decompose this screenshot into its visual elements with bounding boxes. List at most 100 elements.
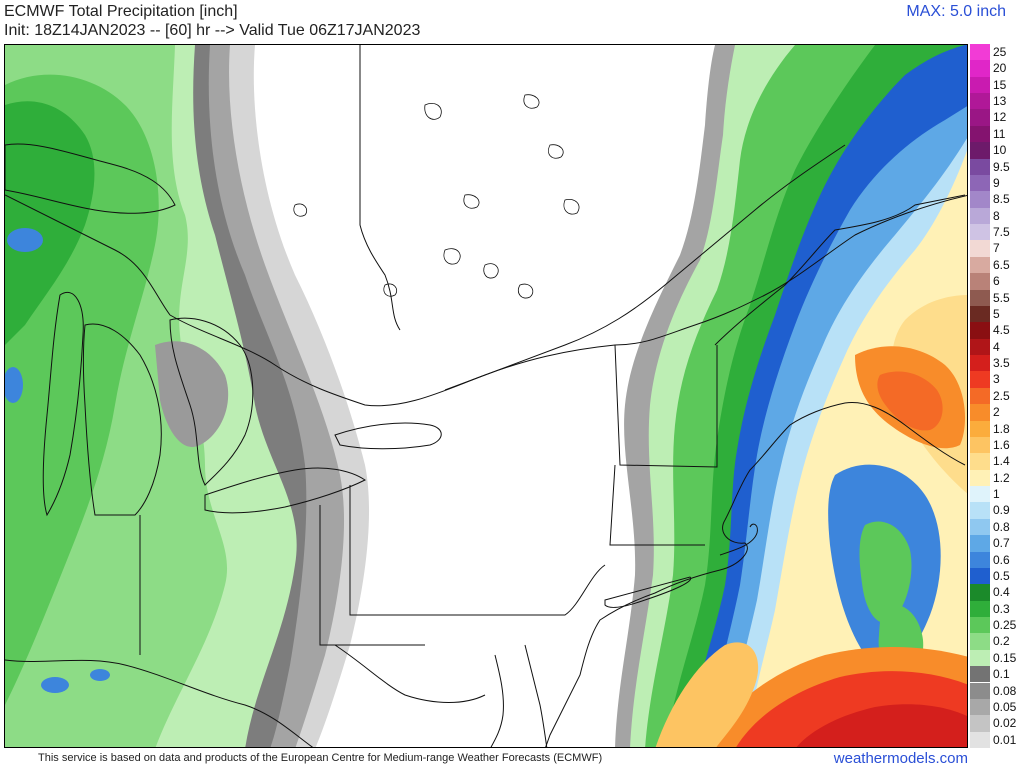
- colorbar-level: 3: [970, 371, 1024, 388]
- colorbar-label: 0.4: [993, 585, 1010, 600]
- colorbar-swatch: [970, 649, 990, 667]
- colorbar-level: 2: [970, 404, 1024, 421]
- colorbar-swatch: [970, 486, 990, 503]
- colorbar-level: 0.01: [970, 731, 1024, 748]
- colorbar-level: 11: [970, 125, 1024, 143]
- colorbar-label: 6.5: [993, 257, 1010, 272]
- colorbar-level: 5.5: [970, 289, 1024, 306]
- colorbar-level: 9.5: [970, 158, 1024, 175]
- colorbar-swatch: [970, 535, 990, 552]
- precip-area-west-dark-green: [5, 101, 95, 345]
- border-kentucky: [5, 659, 314, 747]
- colorbar-swatch: [970, 322, 990, 339]
- colorbar-level: 4: [970, 338, 1024, 356]
- precip-area-south-dark-red: [796, 704, 967, 747]
- colorbar-label: 0.9: [993, 503, 1010, 518]
- colorbar-swatch: [970, 44, 990, 61]
- colorbar-label: 4.5: [993, 323, 1010, 338]
- colorbar-swatch: [970, 682, 990, 699]
- border-maine: [714, 194, 966, 346]
- colorbar-label: 12: [993, 110, 1007, 125]
- colorbar-level: 0.6: [970, 551, 1024, 568]
- colorbar-level: 6: [970, 273, 1024, 290]
- coast-lake-erie: [204, 467, 366, 514]
- colorbar-swatch: [970, 518, 990, 536]
- coast-long-island: [604, 576, 692, 608]
- colorbar-swatch: [970, 567, 990, 585]
- colorbar-swatch: [970, 666, 990, 683]
- colorbar-swatch: [970, 109, 990, 126]
- colorbar-swatch: [970, 224, 990, 241]
- colorbar-swatch: [970, 289, 990, 306]
- colorbar-label: 9: [993, 175, 1000, 190]
- colorbar-swatch: [970, 93, 990, 110]
- colorbar-swatch: [970, 207, 990, 225]
- precip-spot-blue-4: [90, 669, 110, 681]
- colorbar-swatch: [970, 142, 990, 159]
- precip-band-offshore-green: [859, 521, 912, 623]
- colorbar-label: 6: [993, 274, 1000, 289]
- colorbar-level: 1.8: [970, 420, 1024, 437]
- colorbar-label: 0.6: [993, 552, 1010, 567]
- colorbar-level: 0.25: [970, 617, 1024, 634]
- colorbar-level: 7: [970, 240, 1024, 257]
- border-ma-ny: [609, 464, 705, 546]
- colorbar-label: 13: [993, 94, 1007, 109]
- colorbar-label: 9.5: [993, 159, 1010, 174]
- colorbar-label: 0.01: [993, 732, 1017, 747]
- colorbar-label: 1.2: [993, 470, 1010, 485]
- border-quebec-ontario: [359, 45, 401, 331]
- colorbar-swatch: [970, 420, 990, 437]
- colorbar-swatch: [970, 387, 990, 405]
- colorbar-swatch: [970, 355, 990, 372]
- colorbar-level: 8.5: [970, 191, 1024, 208]
- colorbar-level: 6.5: [970, 256, 1024, 274]
- colorbar-level: 0.2: [970, 633, 1024, 650]
- colorbar-swatch: [970, 633, 990, 650]
- precip-area-southwest-orange: [655, 642, 759, 747]
- colorbar-swatch: [970, 584, 990, 601]
- colorbar-level: 2.5: [970, 387, 1024, 405]
- precip-spot-blue-3: [41, 677, 69, 693]
- coast-cape-cod: [719, 523, 758, 556]
- coast-lake-ontario: [334, 422, 442, 450]
- brand-link[interactable]: weathermodels.com: [833, 750, 968, 767]
- coast-lake-michigan: [42, 292, 84, 517]
- colorbar-swatch: [970, 698, 990, 716]
- colorbar-label: 0.3: [993, 601, 1010, 616]
- colorbar-level: 0.1: [970, 666, 1024, 683]
- colorbar-label: 8.5: [993, 192, 1010, 207]
- border-nh-vt: [614, 344, 718, 468]
- colorbar-swatch: [970, 502, 990, 519]
- colorbar-label: 15: [993, 77, 1007, 92]
- coast-lake-huron: [169, 317, 254, 486]
- colorbar-level: 0.15: [970, 649, 1024, 667]
- coast-michigan-peninsula: [83, 323, 162, 516]
- colorbar-label: 2.5: [993, 388, 1010, 403]
- colorbar-level: 1.4: [970, 453, 1024, 470]
- colorbar-level: 0.08: [970, 682, 1024, 699]
- colorbar-label: 1.6: [993, 437, 1010, 452]
- map-canvas: [5, 45, 967, 747]
- colorbar-swatch: [970, 600, 990, 617]
- colorbar-label: 5: [993, 306, 1000, 321]
- colorbar-label: 0.15: [993, 650, 1017, 665]
- colorbar-level: 3.5: [970, 355, 1024, 372]
- map-boundaries: [5, 45, 967, 747]
- colorbar-label: 10: [993, 143, 1007, 158]
- colorbar-swatch: [970, 273, 990, 290]
- colorbar-level: 1: [970, 486, 1024, 503]
- colorbar-level: 20: [970, 60, 1024, 77]
- coast-lake-superior: [5, 143, 176, 214]
- colorbar-level: 0.7: [970, 535, 1024, 552]
- colorbar-label: 1.4: [993, 454, 1010, 469]
- colorbar-swatch: [970, 305, 990, 323]
- colorbar-label: 5.5: [993, 290, 1010, 305]
- colorbar: 25 20 15 13 12 11 10 9.5 9 8.5 8 7.5 7 6.5 6 5.5 5 4.5 4 3.…: [970, 44, 1024, 748]
- colorbar-swatch: [970, 191, 990, 208]
- colorbar-label: 3: [993, 372, 1000, 387]
- colorbar-label: 4: [993, 339, 1000, 354]
- precip-spot-blue-2: [5, 367, 23, 403]
- colorbar-swatch: [970, 617, 990, 634]
- map-quebec-lakes: [293, 94, 580, 299]
